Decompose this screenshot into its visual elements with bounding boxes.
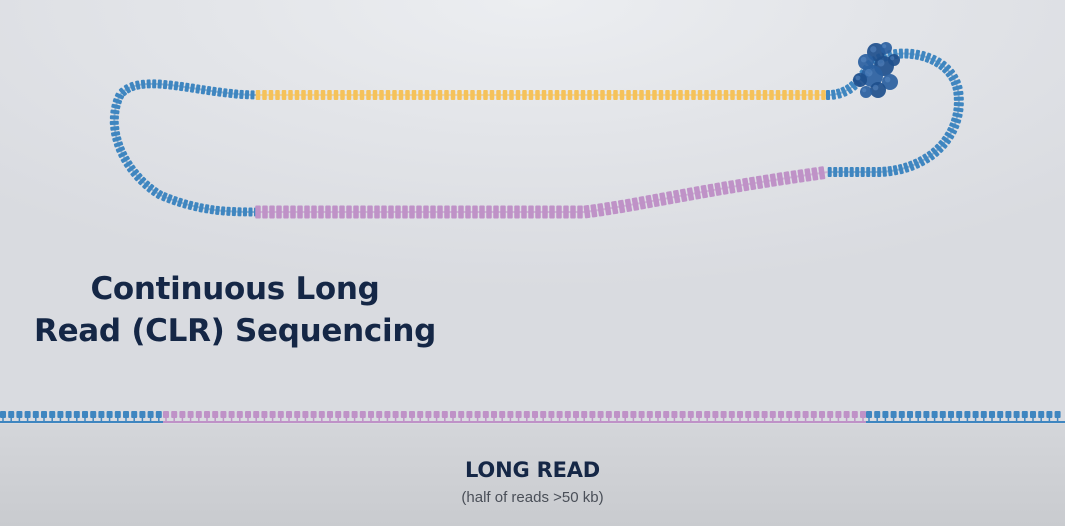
long-read-insert <box>163 411 866 423</box>
yellow-read-strand <box>255 90 828 100</box>
long-read-sublabel: (half of reads >50 kb) <box>461 489 604 506</box>
title-line-1: Continuous Long <box>90 271 380 307</box>
long-read-adapter-right <box>866 411 1065 423</box>
smrtbell-template-loop <box>109 48 964 219</box>
page-title: Continuous Long Read (CLR) Sequencing <box>0 268 470 352</box>
title-line-2: Read (CLR) Sequencing <box>34 313 436 349</box>
long-read-label: LONG READ <box>464 458 600 482</box>
purple-read-strand <box>255 166 829 219</box>
template-strand-left-hairpin <box>109 79 261 217</box>
template-strand-right-hairpin <box>825 48 964 177</box>
long-read-strand <box>0 411 1065 423</box>
polymerase-enzyme-icon <box>853 42 900 98</box>
read-panel <box>0 424 1065 526</box>
long-read-adapter-left <box>0 411 163 423</box>
